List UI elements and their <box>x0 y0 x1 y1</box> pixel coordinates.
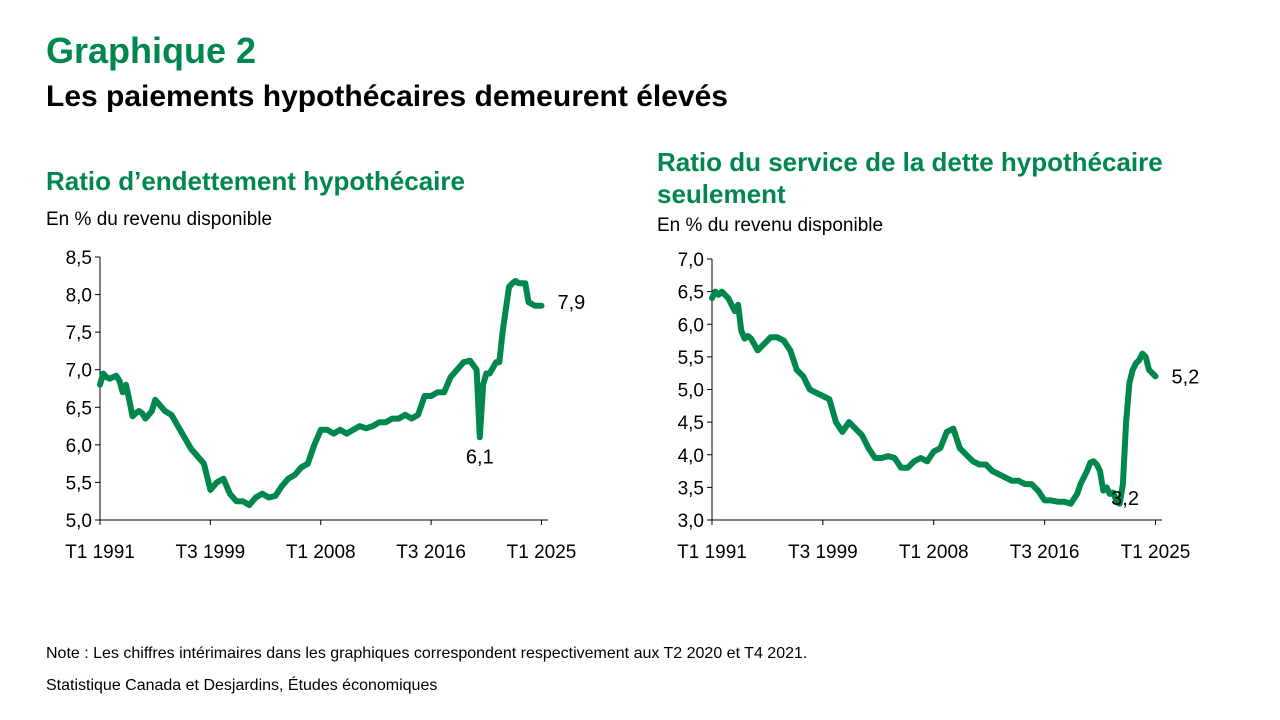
right-x-tick-label: T3 2016 <box>1010 542 1080 563</box>
right-data-label: 5,2 <box>1171 366 1199 388</box>
left-y-tick-label: 7,0 <box>66 361 92 382</box>
right-x-tick-label: T1 1991 <box>677 542 747 563</box>
chart-number-title: Graphique 2 <box>46 30 257 71</box>
right-y-tick-label: 5,5 <box>678 348 704 369</box>
left-x-tick-label: T1 1991 <box>65 542 135 563</box>
figure-subtitle: Les paiements hypothécaires demeurent él… <box>46 80 728 113</box>
right-x-tick-label: T1 2025 <box>1121 542 1191 563</box>
left-y-tick-label: 6,5 <box>66 398 92 419</box>
right-y-tick-label: 3,0 <box>678 511 704 532</box>
left-x-tick-label: T3 2016 <box>396 542 466 563</box>
right-series-line <box>709 288 1159 507</box>
source-note: Statistique Canada et Desjardins, Études… <box>46 677 438 694</box>
right-chart-unit: En % du revenu disponible <box>657 215 884 236</box>
left-chart-unit: En % du revenu disponible <box>46 209 273 230</box>
right-chart-title: Ratio du service de la dette hypothécair… <box>657 147 1163 209</box>
left-y-tick-label: 8,5 <box>66 248 92 269</box>
left-chart-title: Ratio d’endettement hypothécaire <box>46 166 465 196</box>
left-y-tick-label: 7,5 <box>66 323 92 344</box>
right-y-tick-label: 7,0 <box>678 250 704 271</box>
left-x-tick-label: T1 2008 <box>286 542 356 563</box>
left-y-tick-label: 5,0 <box>66 511 92 532</box>
left-y-tick-label: 6,0 <box>66 436 92 457</box>
left-series-line <box>97 278 545 508</box>
right-y-tick-label: 4,0 <box>678 446 704 467</box>
right-x-tick-label: T3 1999 <box>788 542 858 563</box>
right-y-tick-label: 6,0 <box>678 315 704 336</box>
left-line-chart: 5,0 5,5 6,0 6,5 7,0 7,5 8,0 8,5 T1 1991 T3 1999 T1… <box>65 248 586 563</box>
left-data-label: 6,1 <box>466 446 494 468</box>
right-data-label: 3,2 <box>1111 488 1139 510</box>
right-y-tick-label: 5,0 <box>678 381 704 402</box>
left-x-tick-label: T1 2025 <box>507 542 577 563</box>
right-y-tick-label: 6,5 <box>678 283 704 304</box>
left-data-label: 7,9 <box>558 292 586 314</box>
right-y-tick-label: 3,5 <box>678 478 704 499</box>
footnote: Note : Les chiffres intérimaires dans le… <box>46 645 808 662</box>
left-y-tick-label: 8,0 <box>66 286 92 307</box>
right-line-chart: 3,0 3,5 4,0 4,5 5,0 5,5 6,0 6,5 7,0 T1 1991 T3 199… <box>677 250 1199 563</box>
right-y-tick-label: 4,5 <box>678 413 704 434</box>
right-x-tick-label: T1 2008 <box>899 542 969 563</box>
left-x-tick-label: T3 1999 <box>176 542 246 563</box>
left-y-tick-label: 5,5 <box>66 473 92 494</box>
